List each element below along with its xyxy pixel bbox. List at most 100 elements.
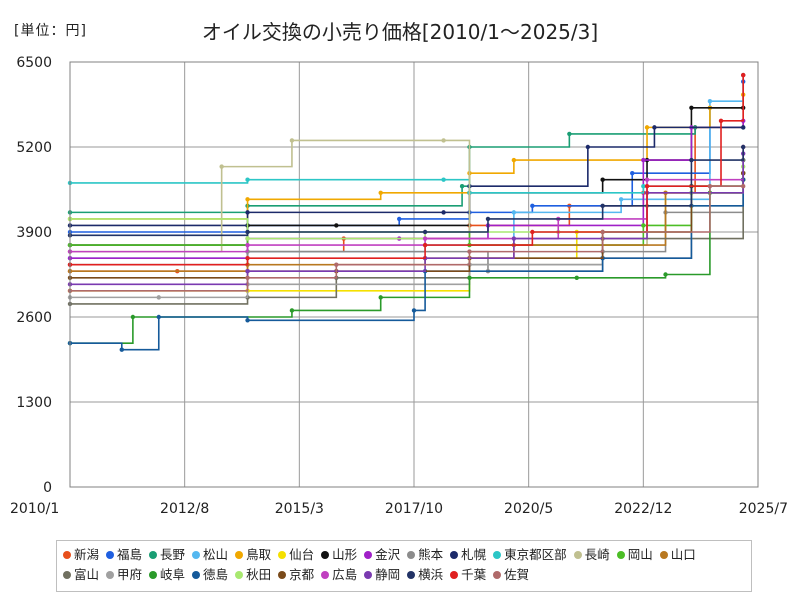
data-point [600, 229, 605, 235]
legend-row: 新潟 福島 長野 松山 鳥取 仙台 山形 金沢 熊本 札幌 東京都区部 長崎 岡山 山口 [63, 545, 745, 565]
legend-marker-icon [321, 551, 330, 559]
series-line [70, 75, 745, 259]
legend-marker-icon [321, 571, 330, 579]
data-point [741, 144, 746, 150]
data-point [378, 295, 383, 300]
data-point [567, 131, 572, 137]
x-tick-label: 2012/8 [160, 501, 209, 517]
x-tick-label: 2017/10 [385, 501, 443, 517]
data-point [630, 170, 635, 176]
y-tick-label: 3900 [16, 225, 52, 241]
legend-label: 広島 [332, 567, 358, 582]
legend-label: 金沢 [375, 547, 401, 562]
legend-item: 徳島 [192, 565, 228, 585]
legend-label: 富山 [74, 567, 100, 582]
legend-label: 甲府 [117, 567, 143, 582]
legend-item: 熊本 [407, 545, 443, 565]
legend-marker-icon [278, 551, 287, 559]
x-tick-label: 2020/5 [504, 501, 553, 517]
data-point [600, 177, 605, 182]
legend-item: 秋田 [235, 565, 271, 585]
y-axis-ticks: 0 1300 2600 3900 5200 6500 [16, 55, 52, 496]
legend-marker-icon [278, 571, 287, 579]
legend-label: 山形 [332, 547, 358, 562]
legend-label: 長野 [160, 547, 186, 562]
unit-label: [単位：円] [14, 23, 87, 39]
y-tick-label: 5200 [16, 140, 52, 156]
data-point [652, 125, 657, 130]
data-point [245, 269, 250, 274]
series-line [70, 173, 745, 246]
legend-label: 長崎 [584, 547, 610, 562]
legend-label: 千葉 [461, 567, 487, 582]
line-chart: 0 1300 2600 3900 5200 6500 2010/1 2012/8 2015/3… [10, 55, 788, 517]
data-point [411, 308, 417, 313]
data-point [741, 72, 746, 78]
data-point [618, 197, 624, 202]
legend-item: 福島 [106, 545, 142, 565]
legend-item: 静岡 [364, 565, 400, 585]
legend-item: 甲府 [106, 565, 142, 585]
legend-item: 東京都区部 [493, 545, 567, 565]
data-point [530, 203, 535, 209]
data-point [641, 184, 646, 189]
data-point [334, 262, 339, 267]
series-line [70, 75, 745, 266]
legend-label: 仙台 [289, 547, 315, 562]
data-point [219, 164, 224, 169]
data-point [485, 216, 491, 222]
x-tick-label: 2010/1 [10, 501, 59, 517]
data-point [585, 144, 591, 150]
legend-label: 秋田 [246, 567, 272, 582]
legend-item: 松山 [192, 545, 228, 565]
data-point [422, 242, 428, 248]
legend-marker-icon [364, 551, 373, 559]
plot-frame [69, 61, 759, 488]
legend-marker-icon [149, 551, 158, 559]
legend-marker-icon [149, 571, 158, 579]
chart-title: オイル交換の小売り価格[2010/1～2025/3] [201, 20, 599, 44]
data-point [245, 275, 250, 280]
legend-item: 長崎 [573, 545, 610, 565]
data-point [245, 177, 250, 182]
data-point [289, 138, 295, 143]
y-tick-label: 6500 [16, 55, 52, 71]
data-point [422, 236, 428, 241]
legend-marker-icon [493, 571, 502, 579]
data-point [378, 190, 383, 195]
legend-item: 山形 [321, 545, 357, 565]
legend-marker-icon [450, 571, 459, 579]
legend-label: 徳島 [203, 567, 229, 582]
data-point [644, 177, 650, 182]
x-tick-label: 2022/12 [614, 501, 672, 517]
legend-marker-icon [407, 571, 416, 579]
data-point [245, 242, 250, 248]
legend: 新潟 福島 長野 松山 鳥取 仙台 山形 金沢 熊本 札幌 東京都区部 長崎 岡山 山口 富山 甲府 岐阜 徳島… [56, 540, 752, 592]
legend-label: 熊本 [418, 547, 444, 562]
data-point [245, 236, 250, 241]
data-point [689, 157, 694, 163]
data-point [334, 223, 339, 228]
legend-label: 福島 [117, 547, 143, 562]
data-point [707, 99, 713, 104]
legend-marker-icon [63, 551, 71, 559]
legend-marker-icon [235, 571, 244, 579]
x-tick-label: 2025/7 [739, 501, 788, 517]
data-point [600, 203, 605, 209]
data-point [718, 118, 724, 124]
data-point [119, 347, 124, 352]
legend-label: 岡山 [627, 547, 653, 562]
data-point [397, 216, 402, 222]
data-point [641, 223, 646, 228]
y-tick-label: 2600 [16, 310, 52, 326]
data-point [467, 275, 472, 280]
legend-label: 山口 [670, 547, 696, 562]
data-point [156, 295, 161, 300]
data-point [511, 210, 517, 215]
data-point [245, 197, 250, 202]
legend-item: 鳥取 [235, 545, 271, 565]
legend-marker-icon [450, 551, 459, 559]
data-point [644, 125, 650, 130]
legend-row: 富山 甲府 岐阜 徳島 秋田 京都 広島 静岡 横浜 千葉 佐賀 [63, 565, 745, 585]
series-横浜 [67, 144, 746, 238]
